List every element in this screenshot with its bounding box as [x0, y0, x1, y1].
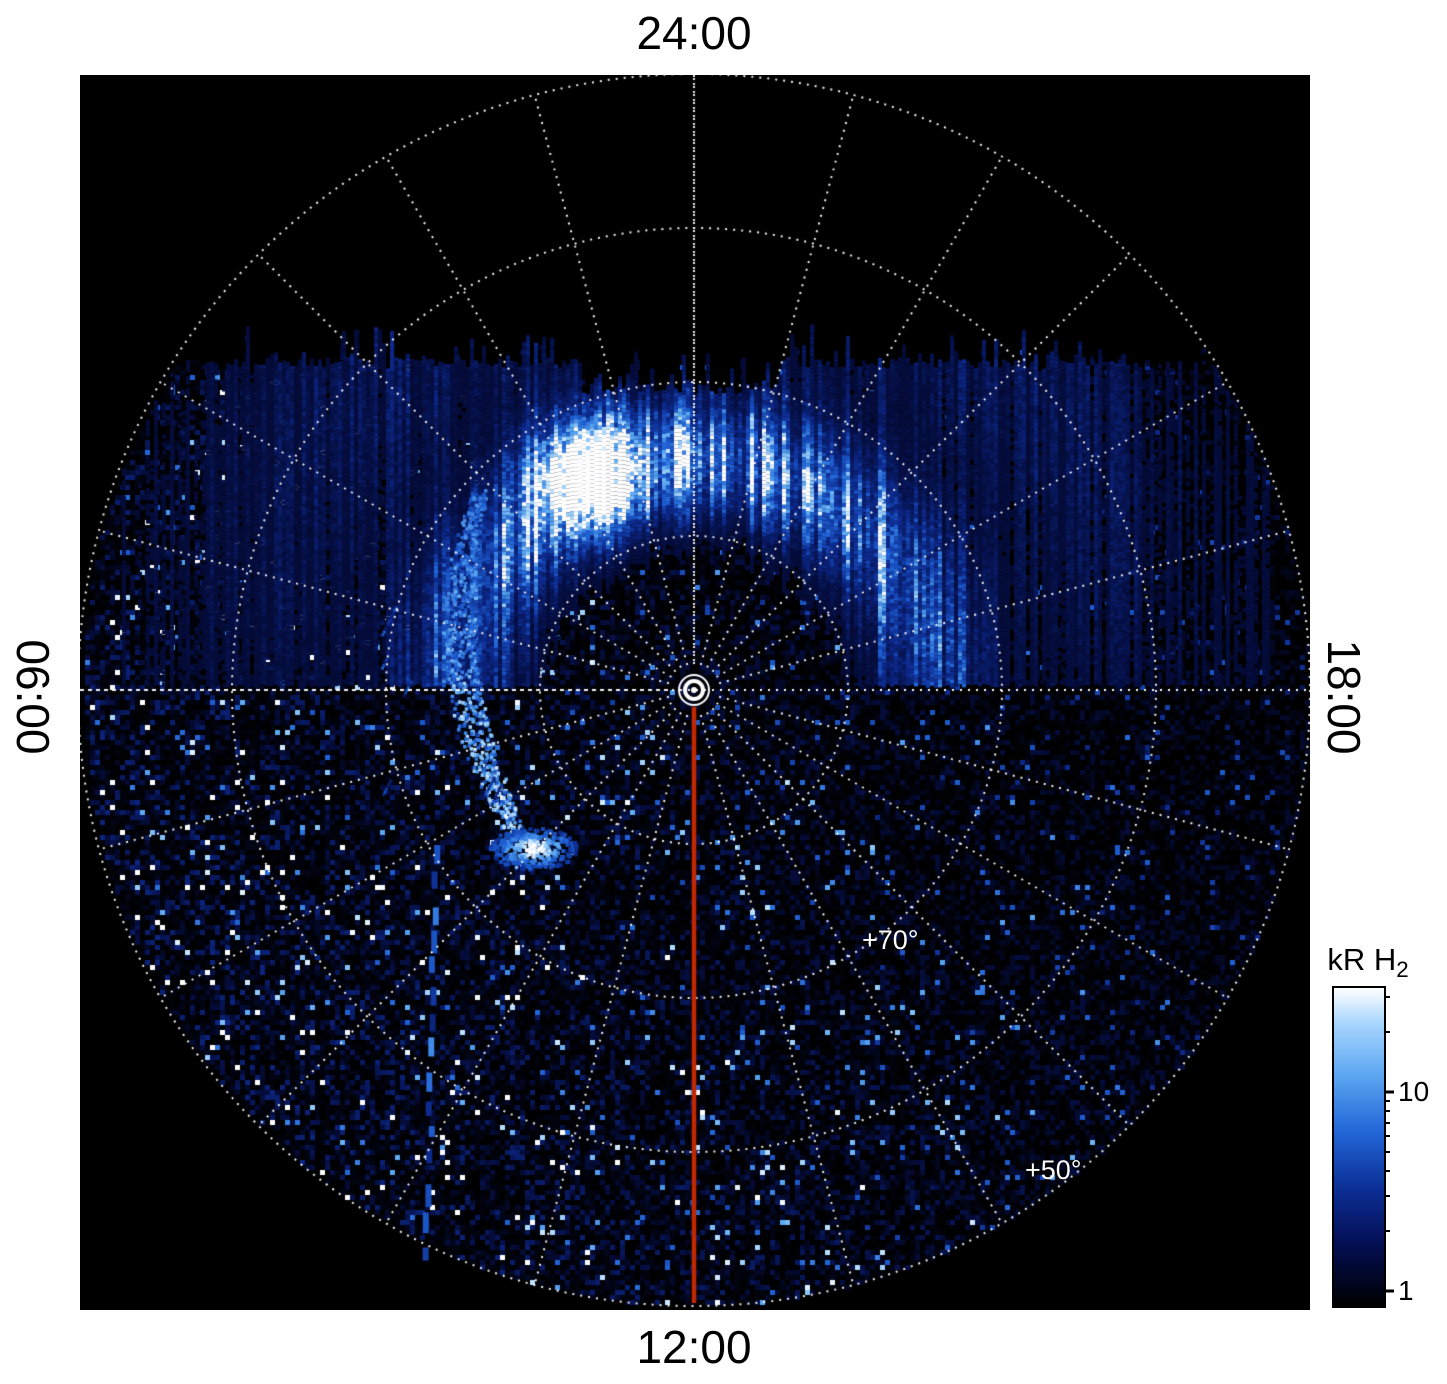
colorbar-tick — [1384, 1170, 1390, 1173]
latitude-label-70: +70° — [862, 925, 919, 955]
colorbar-tick — [1384, 1289, 1394, 1293]
colorbar-tick — [1384, 995, 1390, 998]
colorbar-tick — [1384, 1134, 1390, 1137]
polar-projection-canvas — [80, 75, 1310, 1310]
latitude-label-50: +50° — [1025, 1155, 1082, 1185]
colorbar-tick — [1384, 1150, 1390, 1153]
colorbar-tick-label: 10 — [1398, 1075, 1430, 1107]
local-time-label-1800: 18:00 — [1318, 639, 1370, 755]
colorbar-gradient — [1334, 988, 1384, 1306]
plot-area: +70° +50° — [80, 75, 1310, 1310]
colorbar-title: kR H2 — [1327, 942, 1408, 983]
colorbar-tick — [1384, 1099, 1390, 1102]
colorbar-title-text: kR H — [1327, 942, 1397, 977]
local-time-label-2400: 24:00 — [636, 7, 752, 59]
colorbar-tick — [1384, 1090, 1394, 1094]
colorbar-tick — [1384, 1194, 1390, 1197]
local-time-label-1200: 12:00 — [636, 1321, 752, 1373]
colorbar-ticks: 10 1 — [1334, 988, 1429, 1306]
local-time-label-0600: 06:00 — [7, 639, 59, 755]
colorbar-tick — [1384, 1121, 1390, 1124]
colorbar-tick-label: 1 — [1398, 1275, 1414, 1307]
colorbar-tick — [1384, 1229, 1390, 1232]
colorbar: 10 1 — [1332, 986, 1429, 1308]
colorbar-tick — [1384, 1110, 1390, 1113]
colorbar-tick — [1384, 1030, 1390, 1033]
colorbar-title-subscript: 2 — [1396, 957, 1409, 983]
